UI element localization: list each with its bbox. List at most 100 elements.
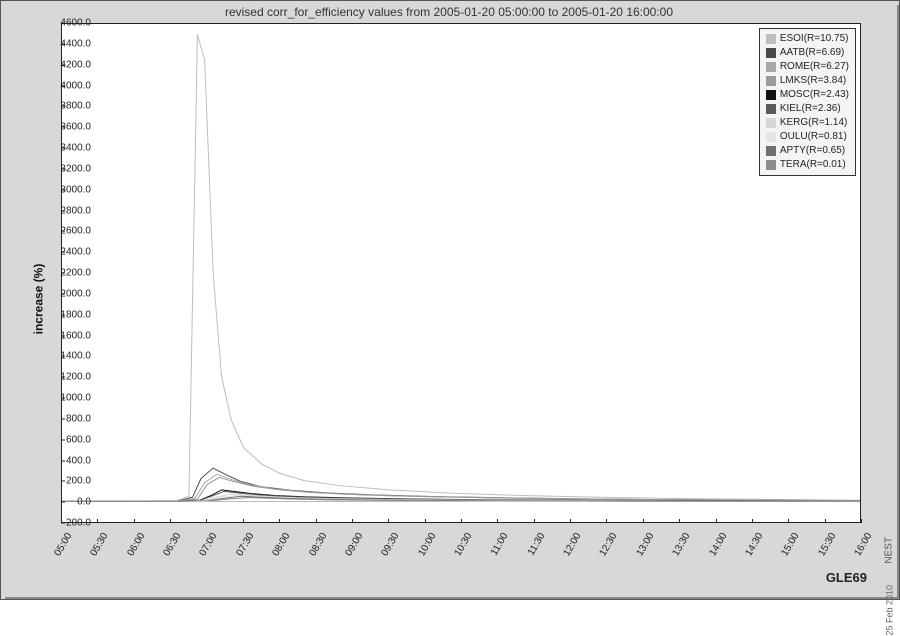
legend-label: AATB(R=6.69) <box>780 46 845 60</box>
x-tick-mark <box>825 519 826 523</box>
series-line-lmks <box>62 477 860 501</box>
x-tick-mark <box>316 519 317 523</box>
y-tick-mark <box>61 314 65 315</box>
legend-swatch <box>766 146 776 156</box>
legend-row: TERA(R=0.01) <box>766 158 849 172</box>
y-tick-mark <box>61 377 65 378</box>
y-tick-mark <box>61 210 65 211</box>
x-tick-label: 14:30 <box>736 531 766 571</box>
x-tick-mark <box>352 519 353 523</box>
chart-frame: revised corr_for_efficiency values from … <box>0 0 900 600</box>
legend-swatch <box>766 48 776 58</box>
x-tick-label: 10:30 <box>445 531 475 571</box>
y-tick-mark <box>61 398 65 399</box>
legend-row: KIEL(R=2.36) <box>766 102 849 116</box>
x-tick-mark <box>570 519 571 523</box>
legend-swatch <box>766 118 776 128</box>
y-tick-mark <box>61 356 65 357</box>
y-tick-mark <box>61 418 65 419</box>
x-tick-mark <box>534 519 535 523</box>
legend-label: LMKS(R=3.84) <box>780 74 846 88</box>
legend: ESOI(R=10.75)AATB(R=6.69)ROME(R=6.27)LMK… <box>759 28 856 176</box>
legend-row: LMKS(R=3.84) <box>766 74 849 88</box>
y-tick-mark <box>61 252 65 253</box>
legend-row: ROME(R=6.27) <box>766 60 849 74</box>
y-tick-mark <box>61 439 65 440</box>
legend-row: AATB(R=6.69) <box>766 46 849 60</box>
legend-label: TERA(R=0.01) <box>780 158 846 172</box>
y-tick-mark <box>61 106 65 107</box>
x-tick-mark <box>243 519 244 523</box>
y-tick-mark <box>61 481 65 482</box>
legend-swatch <box>766 34 776 44</box>
x-tick-mark <box>716 519 717 523</box>
chart-title: revised corr_for_efficiency values from … <box>1 5 897 19</box>
legend-row: OULU(R=0.81) <box>766 130 849 144</box>
side-note-program: NEST <box>884 537 895 564</box>
legend-swatch <box>766 104 776 114</box>
x-tick-mark <box>461 519 462 523</box>
y-tick-mark <box>61 168 65 169</box>
legend-swatch <box>766 90 776 100</box>
legend-label: ROME(R=6.27) <box>780 60 849 74</box>
x-tick-mark <box>388 519 389 523</box>
legend-swatch <box>766 132 776 142</box>
legend-label: MOSC(R=2.43) <box>780 88 849 102</box>
footer-label: GLE69 <box>826 570 867 585</box>
x-tick-label: 06:30 <box>154 531 184 571</box>
x-tick-label: 14:00 <box>700 531 730 571</box>
x-tick-label: 09:00 <box>336 531 366 571</box>
y-tick-mark <box>61 460 65 461</box>
x-tick-label: 12:30 <box>590 531 620 571</box>
x-tick-label: 09:30 <box>372 531 402 571</box>
x-tick-label: 11:00 <box>481 531 511 571</box>
x-tick-label: 12:00 <box>554 531 584 571</box>
y-tick-mark <box>61 293 65 294</box>
y-tick-mark <box>61 85 65 86</box>
side-note-date: 25 Feb 2010 <box>885 585 895 636</box>
x-tick-label: 07:30 <box>227 531 257 571</box>
legend-swatch <box>766 160 776 170</box>
x-tick-label: 05:30 <box>81 531 111 571</box>
x-tick-label: 13:30 <box>663 531 693 571</box>
x-tick-label: 13:00 <box>627 531 657 571</box>
x-tick-mark <box>788 519 789 523</box>
y-tick-mark <box>61 502 65 503</box>
x-tick-mark <box>643 519 644 523</box>
series-line-aatb <box>62 468 860 501</box>
x-tick-mark <box>425 519 426 523</box>
x-tick-mark <box>497 519 498 523</box>
x-tick-mark <box>606 519 607 523</box>
y-tick-mark <box>61 127 65 128</box>
x-tick-label: 16:00 <box>845 531 875 571</box>
x-tick-mark <box>861 519 862 523</box>
x-tick-mark <box>752 519 753 523</box>
legend-label: KIEL(R=2.36) <box>780 102 841 116</box>
y-tick-mark <box>61 231 65 232</box>
x-tick-mark <box>97 519 98 523</box>
legend-row: ESOI(R=10.75) <box>766 32 849 46</box>
x-tick-label: 06:00 <box>118 531 148 571</box>
legend-swatch <box>766 76 776 86</box>
x-tick-mark <box>206 519 207 523</box>
legend-label: ESOI(R=10.75) <box>780 32 849 46</box>
legend-label: OULU(R=0.81) <box>780 130 847 144</box>
plot-area: ESOI(R=10.75)AATB(R=6.69)ROME(R=6.27)LMK… <box>61 23 861 523</box>
x-tick-label: 08:30 <box>300 531 330 571</box>
y-tick-mark <box>61 148 65 149</box>
x-tick-label: 11:30 <box>518 531 548 571</box>
legend-row: MOSC(R=2.43) <box>766 88 849 102</box>
line-series-svg <box>62 24 860 522</box>
y-tick-mark <box>61 189 65 190</box>
x-tick-label: 08:00 <box>263 531 293 571</box>
y-tick-mark <box>61 64 65 65</box>
x-tick-label: 07:00 <box>190 531 220 571</box>
legend-row: APTY(R=0.65) <box>766 144 849 158</box>
legend-label: KERG(R=1.14) <box>780 116 848 130</box>
y-tick-mark <box>61 273 65 274</box>
x-tick-label: 15:30 <box>809 531 839 571</box>
x-tick-mark <box>279 519 280 523</box>
x-tick-label: 10:00 <box>409 531 439 571</box>
x-tick-label: 05:00 <box>45 531 75 571</box>
legend-label: APTY(R=0.65) <box>780 144 845 158</box>
